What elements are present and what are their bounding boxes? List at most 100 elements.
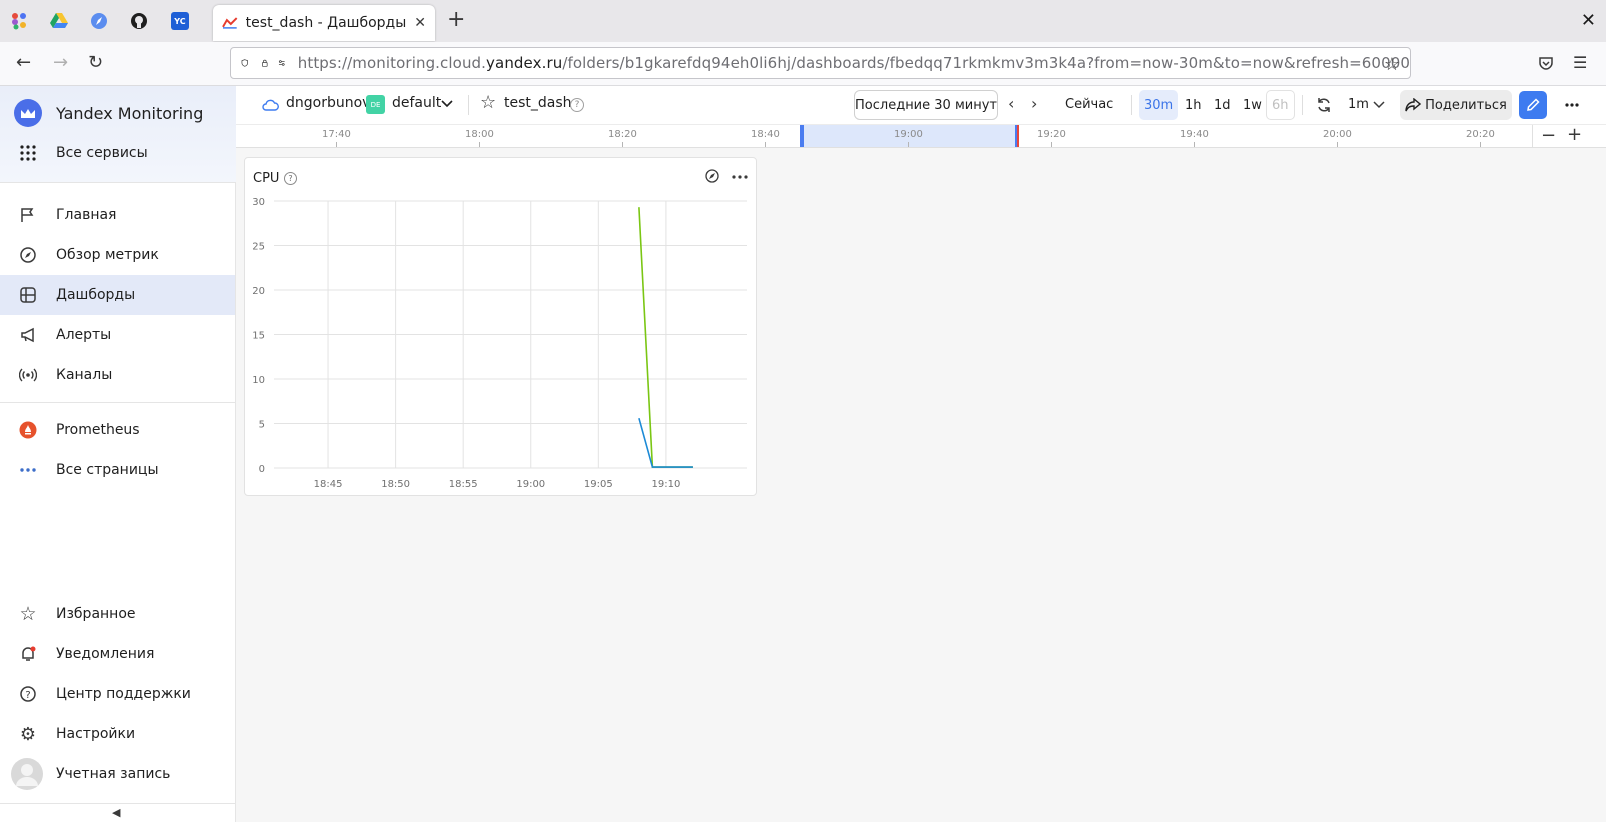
- pinned-app-icon[interactable]: [8, 10, 30, 32]
- folder-name[interactable]: default: [392, 95, 442, 111]
- svg-text:?: ?: [25, 690, 30, 701]
- timeline-tick-mark: [1337, 142, 1338, 147]
- sidebar-item-dashboards[interactable]: Дашборды: [0, 275, 235, 315]
- reload-icon[interactable]: ↻: [88, 52, 104, 73]
- timeline-tick-mark: [336, 142, 337, 147]
- toolbar-divider: [468, 95, 469, 115]
- back-arrow-icon[interactable]: ←: [16, 52, 32, 73]
- site-permissions-icon[interactable]: [278, 55, 286, 71]
- share-button[interactable]: Поделиться: [1400, 90, 1512, 120]
- address-bar[interactable]: https://monitoring.cloud.yandex.ru/folde…: [230, 47, 1411, 79]
- lock-icon[interactable]: [261, 55, 269, 71]
- cloud-user[interactable]: dngorbunov: [286, 95, 371, 111]
- now-button[interactable]: Сейчас: [1065, 97, 1114, 112]
- sidebar-item-prometheus[interactable]: Prometheus: [0, 410, 235, 450]
- timeline-tick-label: 20:00: [1323, 129, 1352, 140]
- yandex-cloud-icon: YC: [171, 12, 189, 30]
- pocket-icon[interactable]: [1538, 55, 1554, 71]
- tab-title: test_dash - Дашборды -: [245, 15, 411, 31]
- selection-left-handle[interactable]: [800, 125, 804, 147]
- prev-range-chevron-icon[interactable]: ‹: [1008, 94, 1015, 113]
- sidebar-item-home[interactable]: Главная: [0, 195, 235, 235]
- chevron-down-icon[interactable]: [441, 100, 453, 108]
- shield-icon[interactable]: [241, 55, 249, 71]
- sidebar-item-support[interactable]: ? Центр поддержки: [0, 674, 235, 714]
- sidebar-item-label: Главная: [56, 207, 117, 223]
- sidebar-item-notifications[interactable]: Уведомления: [0, 634, 235, 674]
- sidebar-item-metrics[interactable]: Обзор метрик: [0, 235, 235, 275]
- timeline-tick-mark: [622, 142, 623, 147]
- sidebar-item-label: Центр поддержки: [56, 686, 191, 702]
- share-label: Поделиться: [1425, 97, 1507, 113]
- sidebar-item-channels[interactable]: Каналы: [0, 355, 235, 395]
- tab-close-icon[interactable]: ✕: [414, 15, 426, 31]
- more-dots-icon: [19, 461, 37, 479]
- dashboard-grid-icon: [19, 286, 37, 304]
- timeline-tick-mark: [765, 142, 766, 147]
- compass-icon: [91, 13, 107, 29]
- sidebar-item-all-pages[interactable]: Все страницы: [0, 450, 235, 490]
- selection-right-handle[interactable]: [1015, 125, 1019, 147]
- collapse-sidebar-icon[interactable]: ◀: [112, 806, 121, 819]
- explore-compass-icon[interactable]: [705, 169, 719, 183]
- dashboard-help-icon[interactable]: ?: [570, 98, 584, 112]
- auto-refresh-icon[interactable]: [1316, 97, 1332, 113]
- x-tick-label: 19:00: [516, 479, 545, 490]
- forward-arrow-icon[interactable]: →: [53, 52, 69, 73]
- new-tab-icon[interactable]: +: [447, 7, 466, 32]
- pinned-compass-tab[interactable]: [88, 10, 110, 32]
- zoom-30m[interactable]: 30m: [1139, 90, 1179, 120]
- sidebar-divider: [0, 182, 235, 183]
- panel-more-icon[interactable]: [732, 175, 748, 179]
- panel-help-icon[interactable]: ?: [284, 172, 297, 185]
- cpu-chart[interactable]: 0 5 10 15 20 25 30 18:45 18:50 18:55 19:00 19:05 19:…: [245, 188, 758, 497]
- brand-link[interactable]: Yandex Monitoring: [0, 93, 235, 133]
- pinned-yc-tab[interactable]: YC: [169, 10, 191, 32]
- sidebar-item-label: Prometheus: [56, 422, 140, 438]
- time-navigator[interactable]: 17:40 18:00 18:20 18:40 19:00 19:20 19:40 20:00…: [236, 124, 1606, 148]
- zoom-1w[interactable]: 1w: [1243, 97, 1262, 113]
- compass-icon: [19, 246, 37, 264]
- sidebar-item-alerts[interactable]: Алерты: [0, 315, 235, 355]
- sidebar-brand-area: [0, 86, 236, 182]
- active-browser-tab[interactable]: test_dash - Дашборды - ✕: [213, 5, 435, 41]
- zoom-6h[interactable]: 6h: [1266, 90, 1295, 120]
- chevron-down-icon[interactable]: [1373, 101, 1385, 109]
- menu-hamburger-icon[interactable]: ☰: [1573, 53, 1588, 72]
- sidebar-item-settings[interactable]: ⚙ Настройки: [0, 714, 235, 754]
- time-range-button[interactable]: Последние 30 минут: [854, 90, 998, 120]
- bookmark-star-icon[interactable]: ☆: [1383, 54, 1400, 75]
- zoom-1h[interactable]: 1h: [1185, 97, 1202, 113]
- pinned-github-tab[interactable]: [128, 10, 150, 32]
- y-tick-label: 5: [259, 420, 265, 431]
- gear-icon: ⚙: [19, 723, 37, 745]
- series-line-1: [638, 417, 693, 468]
- sidebar-item-label: Каналы: [56, 367, 113, 383]
- y-tick-label: 25: [252, 242, 265, 253]
- timeline-tick-label: 20:20: [1466, 129, 1495, 140]
- time-selection[interactable]: [802, 125, 1017, 147]
- zoom-1d[interactable]: 1d: [1214, 97, 1231, 113]
- window-close-icon[interactable]: ✕: [1580, 10, 1596, 31]
- zoom-out-icon[interactable]: −: [1541, 125, 1557, 146]
- edit-button[interactable]: [1519, 91, 1547, 119]
- toolbar-divider: [1131, 95, 1132, 115]
- sidebar-item-label: Уведомления: [56, 646, 155, 662]
- sidebar-item-favorites[interactable]: ☆ Избранное: [0, 594, 235, 634]
- next-range-chevron-icon[interactable]: ›: [1031, 94, 1038, 113]
- url-text[interactable]: https://monitoring.cloud.yandex.ru/folde…: [297, 54, 1411, 72]
- all-services-button[interactable]: Все сервисы: [0, 133, 235, 173]
- folder-badge: DE: [366, 95, 385, 114]
- sidebar-divider: [0, 803, 235, 804]
- timeline-tick-label: 19:00: [894, 129, 923, 140]
- more-options-icon[interactable]: [1565, 103, 1579, 107]
- dashboard-name: test_dash: [504, 95, 572, 111]
- avatar: [11, 758, 43, 790]
- zoom-in-icon[interactable]: +: [1567, 124, 1583, 145]
- pinned-drive-tab[interactable]: [48, 10, 70, 32]
- x-tick-label: 18:55: [449, 479, 478, 490]
- refresh-interval[interactable]: 1m: [1348, 97, 1369, 112]
- x-tick-label: 19:10: [652, 479, 681, 490]
- sidebar-item-account[interactable]: Учетная запись: [0, 754, 235, 794]
- favorite-star-icon[interactable]: ☆: [480, 92, 497, 113]
